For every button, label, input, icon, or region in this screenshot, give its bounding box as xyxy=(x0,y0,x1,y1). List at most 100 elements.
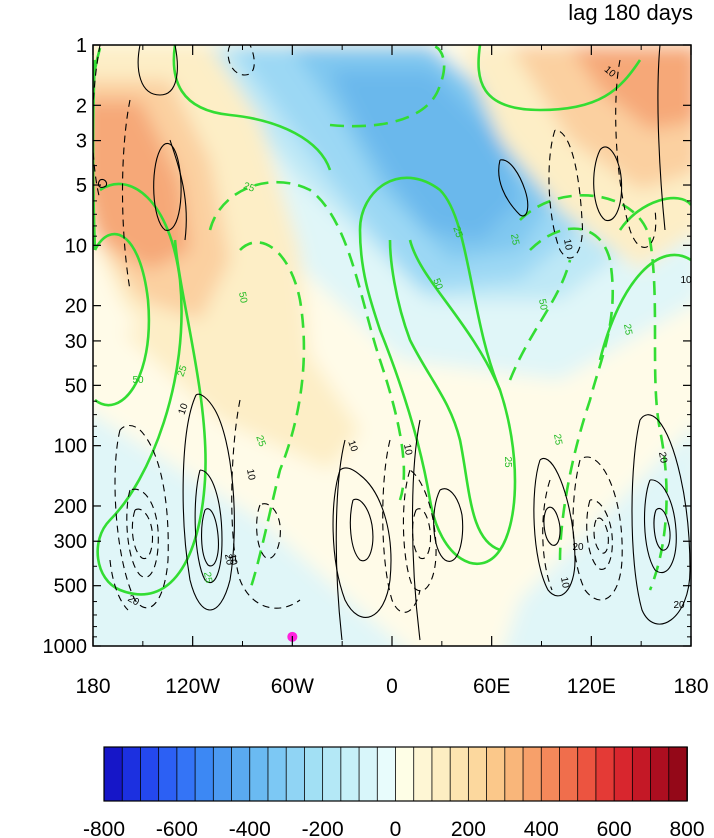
black-contour-positive xyxy=(153,142,182,231)
colorbar-label: -800 xyxy=(83,818,125,838)
black-contour-negative xyxy=(227,45,255,76)
contour-label: 25 xyxy=(253,434,267,449)
black-contour-positive xyxy=(335,439,346,641)
colorbar-swatch xyxy=(431,746,452,802)
contour-label: 20 xyxy=(656,451,669,464)
contour-label: 20 xyxy=(572,542,584,553)
colorbar-swatch xyxy=(285,746,306,802)
green-contours xyxy=(93,45,691,596)
green-contour-negative xyxy=(519,194,668,591)
colorbar-swatch xyxy=(231,746,251,802)
x-tick-label: 120E xyxy=(567,675,616,698)
black-contour-positive xyxy=(332,467,392,618)
colorbar-swatch xyxy=(467,746,488,802)
colorbar-swatch xyxy=(522,746,543,802)
contour-label: 50 xyxy=(132,375,144,386)
black-contour-negative xyxy=(593,517,609,554)
y-tick-label: 1000 xyxy=(43,636,88,658)
colorbar-swatch xyxy=(158,746,178,802)
black-contour-positive xyxy=(631,414,691,625)
colorbar-label: 600 xyxy=(597,818,632,838)
y-tick-label: 20 xyxy=(65,296,87,318)
black-contour-positive xyxy=(169,139,187,241)
y-tick-label: 2 xyxy=(76,95,87,117)
black-contour-negative xyxy=(548,129,583,259)
colorbar-swatch xyxy=(103,746,124,802)
x-tick-label: 60E xyxy=(473,675,510,698)
contour-label: 20 xyxy=(126,593,142,608)
black-contour-positive xyxy=(182,393,235,611)
black-contour-negative xyxy=(126,488,159,578)
black-contour-positive xyxy=(201,508,219,567)
black-contour-positive xyxy=(543,506,561,546)
contour-label: 25 xyxy=(508,233,521,246)
colorbar-swatch xyxy=(121,746,142,802)
contour-label: 25 xyxy=(502,456,513,468)
colorbar-label: -600 xyxy=(156,818,198,838)
black-contour-positive xyxy=(593,146,623,221)
colorbar-swatch xyxy=(376,746,397,802)
black-contour-negative xyxy=(256,503,281,559)
contour-label: 10 xyxy=(226,553,239,566)
contour-label: 25 xyxy=(450,225,464,240)
contour-label: 50 xyxy=(430,277,444,292)
colorbar-swatch xyxy=(140,746,160,802)
contour-label: 10 xyxy=(244,468,257,481)
colorbar-swatches xyxy=(103,746,688,802)
y-tick-label: 500 xyxy=(54,576,87,598)
green-contour-positive xyxy=(358,176,517,566)
contour-label: 20 xyxy=(673,600,685,611)
colorbar-swatch xyxy=(595,746,616,802)
colorbar-labels: -800 -600 -400 -200 0 200 400 600 800 xyxy=(83,818,705,838)
green-contour-positive xyxy=(618,196,691,231)
black-contours xyxy=(93,45,691,641)
chart-title: lag 180 days xyxy=(568,0,693,25)
colorbar-swatch xyxy=(212,746,233,802)
colorbar-frame xyxy=(103,746,688,802)
black-contour-negative xyxy=(114,424,169,609)
x-tick-label: 180 xyxy=(75,675,110,698)
colorbar-label: -200 xyxy=(302,818,344,838)
colorbar-label: 0 xyxy=(390,818,402,838)
black-contour-negative xyxy=(615,59,657,248)
contour-label: 10 xyxy=(558,576,571,589)
y-tick-label: 5 xyxy=(76,175,87,197)
colorbar-swatch xyxy=(267,746,288,802)
contour-label: 25 xyxy=(551,433,564,446)
black-contour-positive xyxy=(97,178,108,188)
black-contour-negative xyxy=(542,479,553,591)
black-contour-positive xyxy=(657,45,666,231)
colorbar-label: -400 xyxy=(229,818,271,838)
contour-labels: 25 25 25 25 25 25 25 25 25 50 50 50 50 10 10 10 10 10 10 10… xyxy=(126,64,691,611)
contour-label: 25 xyxy=(242,181,257,195)
green-contour-positive xyxy=(477,45,642,112)
black-contour-positive xyxy=(137,45,178,96)
field-region xyxy=(504,429,691,646)
y-tick-label: 100 xyxy=(54,436,87,458)
y-tick-label: 1 xyxy=(76,35,87,57)
contour-label: 50 xyxy=(536,298,549,311)
colorbar-label: 800 xyxy=(669,818,704,838)
field-region xyxy=(570,45,691,130)
colorbar-swatch xyxy=(249,746,269,802)
y-tick-label: 30 xyxy=(65,331,87,353)
green-contour-positive xyxy=(96,182,207,596)
contour-label: 25 xyxy=(176,364,190,379)
black-contour-negative xyxy=(131,508,154,560)
colorbar-swatch xyxy=(395,746,415,802)
colorbar: -800 -600 -400 -200 0 200 400 600 800 xyxy=(83,746,705,838)
colorbar-swatch xyxy=(559,746,579,802)
colorbar-swatch xyxy=(504,746,524,802)
black-contour-negative xyxy=(121,99,131,291)
x-tick-label: 120W xyxy=(165,675,220,698)
colorbar-swatch xyxy=(304,746,324,802)
colorbar-swatch xyxy=(486,746,506,802)
colorbar-swatch xyxy=(322,746,342,802)
colorbar-swatch xyxy=(577,746,597,802)
field-region xyxy=(93,414,404,646)
contour-label: 10 xyxy=(401,443,414,456)
y-tick-label: 200 xyxy=(54,496,87,518)
y-tick-label: 3 xyxy=(76,131,87,153)
colorbar-swatch xyxy=(650,746,670,802)
